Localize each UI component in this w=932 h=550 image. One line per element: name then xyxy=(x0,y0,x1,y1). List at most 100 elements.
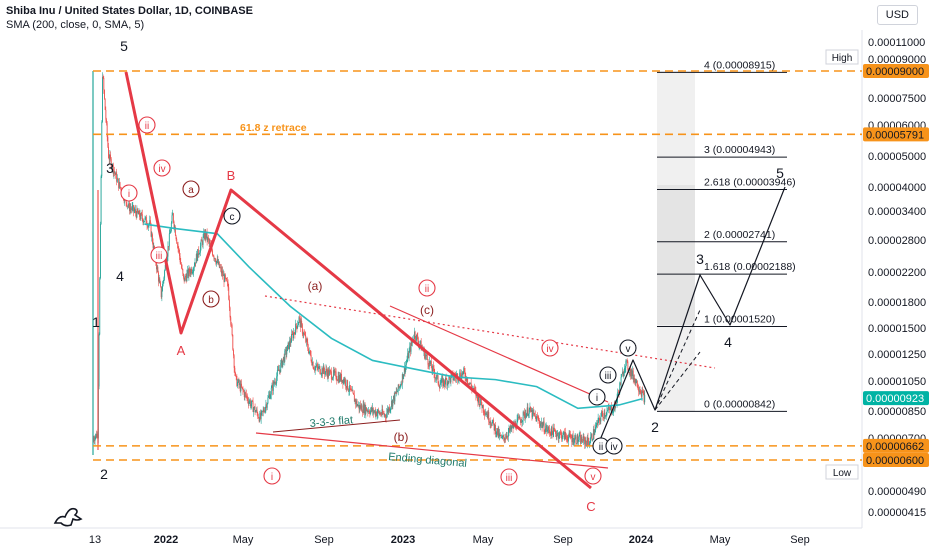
time-axis[interactable]: 13 2022 May Sep 2023 May Sep 2024 May Sep xyxy=(89,534,810,546)
candle-body xyxy=(511,424,513,427)
candle-body xyxy=(270,394,272,399)
candle-body xyxy=(632,370,634,377)
currency-button[interactable]: USD xyxy=(876,5,918,25)
candle-body xyxy=(408,350,410,359)
candle-body xyxy=(632,370,634,380)
projection-alt-line-2[interactable] xyxy=(654,351,701,411)
wave-abc-line[interactable] xyxy=(124,71,592,490)
candle-body xyxy=(644,394,646,403)
candle-body xyxy=(191,268,193,274)
candle-body xyxy=(307,348,309,354)
candle-body xyxy=(94,437,96,442)
candle-body xyxy=(95,433,97,438)
level-price-tag[interactable] xyxy=(863,438,929,453)
candle-body xyxy=(590,436,592,443)
candle-body xyxy=(512,424,514,429)
candle-body xyxy=(107,137,109,147)
candle-body xyxy=(226,278,228,282)
candle-body xyxy=(114,172,116,175)
candle-body xyxy=(109,154,111,160)
wave-label: i xyxy=(271,472,273,483)
candle-body xyxy=(293,332,295,334)
candle-body xyxy=(518,416,520,418)
candle-body xyxy=(196,254,198,261)
candle-body xyxy=(303,332,305,335)
candle-body xyxy=(318,366,320,369)
candle-body xyxy=(635,379,637,384)
candle-body xyxy=(214,258,216,262)
candle-body xyxy=(282,360,284,367)
candle-body xyxy=(375,411,377,416)
candle-body xyxy=(584,440,586,445)
candle-body xyxy=(170,223,172,232)
price-axis[interactable]: 0.000110000.000090000.000075000.00006000… xyxy=(825,37,929,519)
candle-body xyxy=(227,282,229,288)
candle-body xyxy=(619,382,621,394)
candle-body xyxy=(629,369,631,374)
price-tick-label: 0.00000490 xyxy=(868,486,926,498)
time-tick-label: May xyxy=(473,534,494,546)
candle-body xyxy=(112,164,114,174)
candle-body xyxy=(128,202,130,206)
candle-body xyxy=(496,428,498,434)
flat-line[interactable] xyxy=(272,419,401,433)
high-price-tag[interactable] xyxy=(863,64,929,78)
candle-body xyxy=(141,212,143,215)
candle-body xyxy=(285,349,287,355)
candle-body xyxy=(326,369,328,373)
candle-body xyxy=(561,432,563,440)
candle-body xyxy=(282,356,284,361)
candle-body xyxy=(337,380,338,382)
price-tick-label: 0.00000415 xyxy=(868,507,926,519)
candle-body xyxy=(157,267,159,273)
candle-body xyxy=(433,367,435,374)
candle-body xyxy=(576,443,577,445)
candle-body xyxy=(202,236,204,245)
diagonal-annotation: Ending diagonal xyxy=(388,451,468,470)
wave-label-circle xyxy=(120,184,138,202)
candle-body xyxy=(295,323,297,327)
indicator-label[interactable]: SMA (200, close, 0, SMA, 5) xyxy=(6,19,145,31)
wave-label: 4 xyxy=(724,334,732,350)
candle-body xyxy=(607,410,609,412)
trend-dotted-line[interactable] xyxy=(264,295,716,369)
candle-body xyxy=(224,274,226,279)
candle-body xyxy=(490,424,492,426)
candle-body xyxy=(278,369,280,371)
low-price-tag[interactable] xyxy=(863,453,929,467)
diagonal-lower-line[interactable] xyxy=(255,432,609,469)
projection-wave-line[interactable] xyxy=(599,186,786,441)
candle-body xyxy=(105,109,107,120)
candle-body xyxy=(259,413,261,422)
candle-body xyxy=(274,382,276,384)
candle-body xyxy=(287,342,289,346)
last-price-tag[interactable] xyxy=(863,391,929,406)
projection-alt-line[interactable] xyxy=(654,309,701,411)
candle-body xyxy=(98,334,100,387)
candle-body xyxy=(406,359,408,363)
candle-body xyxy=(366,410,368,412)
sma-200-line[interactable] xyxy=(144,223,643,410)
candle-body xyxy=(220,267,222,269)
candle-body xyxy=(182,269,184,274)
candle-body xyxy=(241,387,243,389)
candle-body xyxy=(160,282,161,287)
candle-body xyxy=(384,414,386,416)
candle-body xyxy=(380,413,382,415)
wave-label: C xyxy=(586,499,595,514)
candle-body xyxy=(430,361,432,369)
candle-body xyxy=(447,381,448,386)
candle-body xyxy=(481,404,483,409)
candle-body xyxy=(365,407,367,414)
candle-body xyxy=(384,414,386,418)
candle-body xyxy=(413,331,415,339)
diagonal-upper-line[interactable] xyxy=(389,305,609,403)
candle-body xyxy=(505,435,507,439)
candle-body xyxy=(137,208,139,213)
candle-body xyxy=(479,403,481,406)
candle-body xyxy=(262,409,264,412)
retrace-price-tag[interactable] xyxy=(863,127,929,142)
candle-body xyxy=(414,331,416,339)
symbol-title[interactable]: Shiba Inu / United States Dollar, 1D, CO… xyxy=(6,5,253,17)
